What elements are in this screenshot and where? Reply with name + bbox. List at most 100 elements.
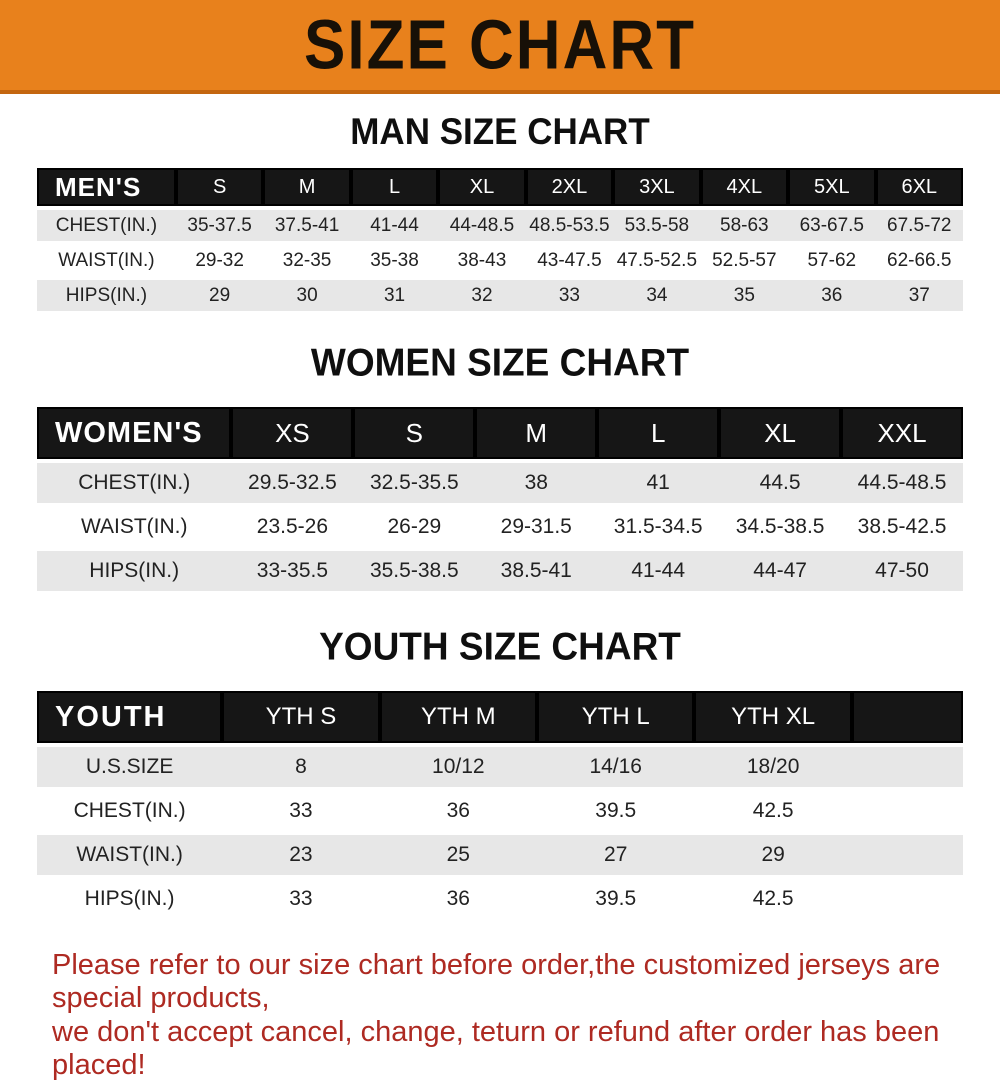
table-header: MEN'S S M L XL 2XL 3XL 4XL 5XL 6XL <box>37 168 963 206</box>
size-column-header: YTH L <box>537 691 695 743</box>
measurement-row: HIPS(IN.) 33 36 39.5 42.5 <box>37 879 963 919</box>
size-column-header: YTH S <box>222 691 380 743</box>
youth-section-title: YOUTH SIZE CHART <box>319 624 681 669</box>
size-header-row: YOUTH YTH S YTH M YTH L YTH XL <box>37 691 963 743</box>
men-section-title: MAN SIZE CHART <box>350 111 650 153</box>
measurement-row: CHEST(IN.) 35-37.5 37.5-41 41-44 44-48.5 48.5… <box>37 210 963 241</box>
size-value-cell: 63-67.5 <box>788 210 876 241</box>
measurement-row: CHEST(IN.) 33 36 39.5 42.5 <box>37 791 963 831</box>
size-value-cell: 34.5-38.5 <box>719 507 842 547</box>
size-value-cell: 37 <box>875 280 963 311</box>
size-value-cell: 29-32 <box>175 245 264 276</box>
size-value-cell: 33 <box>525 280 614 311</box>
order-disclaimer: Please refer to our size chart before or… <box>52 949 1000 1082</box>
size-value-cell: 26-29 <box>353 507 476 547</box>
size-value-cell: 36 <box>379 879 538 919</box>
size-value-cell: 52.5-57 <box>700 245 789 276</box>
row-filler-cell <box>851 835 963 875</box>
size-value-cell: 44.5-48.5 <box>841 463 963 503</box>
size-column-header: 2XL <box>525 168 614 206</box>
size-value-cell: 62-66.5 <box>875 245 963 276</box>
size-value-cell: 29 <box>694 835 852 875</box>
table-body: CHEST(IN.) 35-37.5 37.5-41 41-44 44-48.5 48.5… <box>37 210 963 311</box>
table-header: WOMEN'S XS S M L XL XXL <box>37 407 963 459</box>
size-value-cell: 35.5-38.5 <box>353 551 476 591</box>
size-value-cell: 53.5-58 <box>613 210 701 241</box>
size-value-cell: 38-43 <box>438 245 526 276</box>
size-column-header: M <box>475 407 598 459</box>
size-column-header: 3XL <box>613 168 701 206</box>
size-column-header: 5XL <box>788 168 876 206</box>
disclaimer-line-1: Please refer to our size chart before or… <box>52 949 941 1015</box>
size-value-cell: 8 <box>222 747 380 787</box>
youth-size-section: YOUTH SIZE CHART YOUTH YTH S YTH M YTH L YTH… <box>0 595 1000 923</box>
size-value-cell: 30 <box>263 280 351 311</box>
size-column-header: S <box>353 407 476 459</box>
measurement-row: HIPS(IN.) 29 30 31 32 33 34 35 36 37 <box>37 280 963 311</box>
size-column-header: 6XL <box>875 168 963 206</box>
size-value-cell: 32.5-35.5 <box>353 463 476 503</box>
size-value-cell: 48.5-53.5 <box>525 210 614 241</box>
size-value-cell: 57-62 <box>788 245 876 276</box>
size-value-cell: 41-44 <box>350 210 439 241</box>
row-label: HIPS(IN.) <box>37 551 232 591</box>
size-value-cell: 18/20 <box>694 747 852 787</box>
row-label: CHEST(IN.) <box>37 210 176 241</box>
size-value-cell: 27 <box>537 835 695 875</box>
size-value-cell: 43-47.5 <box>525 245 614 276</box>
row-label: HIPS(IN.) <box>37 879 223 919</box>
row-filler-cell <box>851 879 963 919</box>
size-value-cell: 31 <box>350 280 439 311</box>
men-size-table: MEN'S S M L XL 2XL 3XL 4XL 5XL 6XL CHEST(IN.) 35-37… <box>37 164 963 315</box>
banner-title: SIZE CHART <box>304 6 696 84</box>
size-value-cell: 31.5-34.5 <box>597 507 720 547</box>
size-value-cell: 34 <box>613 280 701 311</box>
disclaimer-line-2: we don't accept cancel, change, teturn o… <box>52 1015 940 1082</box>
size-column-header: M <box>263 168 351 206</box>
size-value-cell: 47-50 <box>841 551 963 591</box>
row-label: WAIST(IN.) <box>37 245 176 276</box>
row-label: WAIST(IN.) <box>37 835 223 875</box>
table-group-label: WOMEN'S <box>37 407 232 459</box>
row-filler-cell <box>851 747 963 787</box>
size-value-cell: 29 <box>175 280 264 311</box>
size-value-cell: 33 <box>222 879 380 919</box>
men-size-section: MAN SIZE CHART MEN'S S M L XL 2XL 3XL 4XL 5XL 6XL… <box>0 94 1000 315</box>
row-label: U.S.SIZE <box>37 747 223 787</box>
row-filler-cell <box>851 791 963 831</box>
table-header: YOUTH YTH S YTH M YTH L YTH XL <box>37 691 963 743</box>
size-value-cell: 38.5-41 <box>475 551 598 591</box>
size-value-cell: 44.5 <box>719 463 842 503</box>
size-value-cell: 35-38 <box>350 245 439 276</box>
measurement-row: HIPS(IN.) 33-35.5 35.5-38.5 38.5-41 41-44 44-… <box>37 551 963 591</box>
size-value-cell: 36 <box>788 280 876 311</box>
size-value-cell: 25 <box>379 835 538 875</box>
size-value-cell: 35-37.5 <box>175 210 264 241</box>
size-value-cell: 41-44 <box>597 551 720 591</box>
youth-size-table: YOUTH YTH S YTH M YTH L YTH XL U.S.SIZE 8 10/12… <box>37 687 963 923</box>
size-value-cell: 42.5 <box>694 791 852 831</box>
size-chart-banner: SIZE CHART <box>0 0 1000 94</box>
size-value-cell: 42.5 <box>694 879 852 919</box>
size-value-cell: 23 <box>222 835 380 875</box>
size-column-header: YTH M <box>379 691 538 743</box>
size-column-header: S <box>175 168 264 206</box>
size-column-header: XS <box>231 407 354 459</box>
size-value-cell: 38 <box>475 463 598 503</box>
measurement-row: U.S.SIZE 8 10/12 14/16 18/20 <box>37 747 963 787</box>
size-value-cell: 29.5-32.5 <box>231 463 354 503</box>
size-value-cell: 32 <box>438 280 526 311</box>
size-value-cell: 29-31.5 <box>475 507 598 547</box>
size-value-cell: 67.5-72 <box>875 210 963 241</box>
table-group-label: YOUTH <box>37 691 223 743</box>
size-value-cell: 47.5-52.5 <box>613 245 701 276</box>
size-value-cell: 39.5 <box>537 791 695 831</box>
size-header-row: MEN'S S M L XL 2XL 3XL 4XL 5XL 6XL <box>37 168 963 206</box>
size-value-cell: 39.5 <box>537 879 695 919</box>
size-column-header: XL <box>438 168 526 206</box>
women-size-section: WOMEN SIZE CHART WOMEN'S XS S M L XL XXL CHEST(… <box>0 315 1000 595</box>
size-column-header: YTH XL <box>694 691 852 743</box>
table-group-label: MEN'S <box>37 168 176 206</box>
measurement-row: WAIST(IN.) 23.5-26 26-29 29-31.5 31.5-34.5 34… <box>37 507 963 547</box>
size-value-cell: 44-48.5 <box>438 210 526 241</box>
